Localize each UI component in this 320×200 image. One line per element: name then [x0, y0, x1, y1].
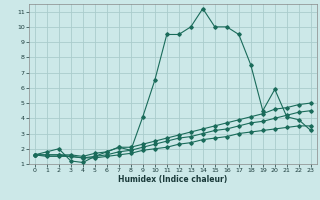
X-axis label: Humidex (Indice chaleur): Humidex (Indice chaleur): [118, 175, 228, 184]
